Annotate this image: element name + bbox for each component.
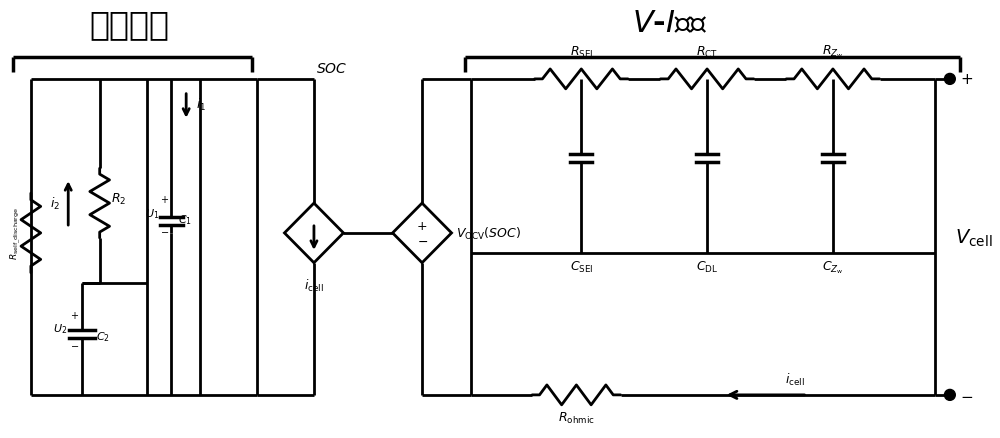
Polygon shape [393, 204, 452, 263]
Text: $C_{\rm DL}$: $C_{\rm DL}$ [696, 259, 718, 274]
Text: 荷电状态: 荷电状态 [89, 8, 169, 41]
Text: $i_{\rm cell}$: $i_{\rm cell}$ [304, 277, 324, 293]
Text: $R_{\rm ohmic}$: $R_{\rm ohmic}$ [558, 410, 595, 425]
Text: $+$: $+$ [416, 220, 428, 233]
Text: $-$: $-$ [960, 388, 973, 403]
Text: $V_{\rm OCV}(\it{SOC})$: $V_{\rm OCV}(\it{SOC})$ [456, 225, 522, 241]
Polygon shape [284, 204, 343, 263]
Text: $i_1$: $i_1$ [196, 96, 206, 113]
Text: $i_2$: $i_2$ [50, 196, 60, 212]
Text: $C_{\rm SEI}$: $C_{\rm SEI}$ [570, 259, 593, 274]
Text: $\it{V}_{\rm cell}$: $\it{V}_{\rm cell}$ [955, 227, 992, 248]
Text: $R_{\rm SEI}$: $R_{\rm SEI}$ [570, 45, 593, 60]
Text: $-$: $-$ [417, 235, 428, 248]
Text: $U_2$: $U_2$ [53, 321, 68, 336]
Text: $C_2$: $C_2$ [96, 330, 110, 343]
Text: $-$: $-$ [160, 226, 169, 235]
Text: $+$: $+$ [960, 72, 973, 87]
Text: $U_1$: $U_1$ [145, 207, 159, 220]
Text: $\it{V}$-$\it{I}$特性: $\it{V}$-$\it{I}$特性 [632, 10, 708, 39]
Text: $+$: $+$ [70, 309, 79, 320]
Text: $i_{\rm cell}$: $i_{\rm cell}$ [785, 371, 805, 387]
Text: $R_{Z_{\rm w}}$: $R_{Z_{\rm w}}$ [822, 43, 844, 60]
Text: $-$: $-$ [70, 339, 79, 350]
Circle shape [944, 74, 955, 85]
Text: $R_2$: $R_2$ [111, 191, 127, 206]
Text: $\it{SOC}$: $\it{SOC}$ [316, 62, 347, 76]
Text: $+$: $+$ [160, 193, 169, 204]
Text: $R_{\rm self\_discharge}$: $R_{\rm self\_discharge}$ [9, 207, 23, 260]
Circle shape [944, 389, 955, 400]
Text: $R_{\rm CT}$: $R_{\rm CT}$ [696, 45, 718, 60]
Text: $C_{Z_{\rm w}}$: $C_{Z_{\rm w}}$ [822, 259, 844, 276]
Text: $C_1$: $C_1$ [178, 212, 192, 226]
